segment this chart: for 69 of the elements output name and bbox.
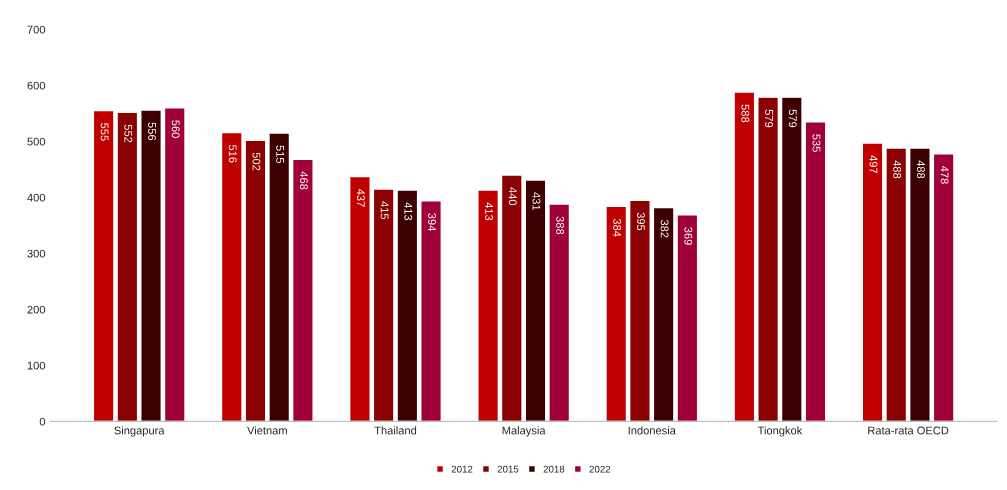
legend-label: 2015 bbox=[497, 465, 519, 473]
x-tick-label: Thailand bbox=[374, 426, 417, 435]
data-label: 437 bbox=[356, 188, 365, 207]
data-label: 560 bbox=[171, 120, 180, 138]
y-tick-label: 300 bbox=[27, 249, 46, 258]
bar bbox=[548, 203, 571, 422]
bar bbox=[140, 109, 162, 422]
bar bbox=[348, 175, 371, 422]
x-tick-label: Vietnam bbox=[247, 426, 287, 435]
legend-label: 2012 bbox=[451, 465, 473, 473]
data-label: 535 bbox=[812, 134, 821, 152]
bar bbox=[733, 91, 756, 422]
bar bbox=[500, 174, 523, 422]
x-tick-label: Rata-rata OECD bbox=[868, 426, 949, 435]
x-tick-label: Indonesia bbox=[628, 426, 676, 435]
bar bbox=[291, 158, 314, 422]
x-tick-label: Tiongkok bbox=[757, 426, 803, 437]
bar bbox=[804, 121, 827, 422]
bar bbox=[605, 205, 628, 422]
y-tick-label: 200 bbox=[27, 305, 46, 314]
data-label: 413 bbox=[404, 202, 413, 221]
data-label: 388 bbox=[556, 216, 565, 235]
legend-label: 2022 bbox=[589, 465, 611, 473]
y-tick-label: 700 bbox=[27, 25, 46, 34]
x-tick-label: Singapura bbox=[114, 426, 165, 437]
y-tick-label: 0 bbox=[39, 417, 46, 426]
bar bbox=[628, 199, 651, 422]
bar bbox=[861, 142, 884, 422]
y-tick-label: 600 bbox=[27, 81, 46, 90]
data-label: 588 bbox=[741, 104, 750, 123]
data-label: 579 bbox=[788, 109, 797, 128]
y-tick-label: 500 bbox=[27, 137, 46, 146]
bar bbox=[757, 96, 780, 422]
data-label: 488 bbox=[893, 160, 902, 179]
data-label: 395 bbox=[636, 212, 645, 231]
data-label: 394 bbox=[428, 213, 436, 231]
x-tick-label: Malaysia bbox=[502, 426, 546, 437]
bar bbox=[524, 179, 547, 422]
data-label: 497 bbox=[869, 155, 878, 174]
bar bbox=[885, 147, 908, 422]
data-label: 552 bbox=[124, 124, 133, 143]
data-label: 556 bbox=[148, 122, 156, 141]
data-label: 369 bbox=[684, 227, 693, 245]
bar bbox=[477, 189, 500, 422]
data-label: 515 bbox=[276, 145, 284, 164]
data-label: 431 bbox=[532, 192, 541, 211]
data-label: 415 bbox=[380, 201, 389, 220]
data-label: 502 bbox=[252, 152, 261, 171]
bar bbox=[420, 200, 442, 422]
data-label: 413 bbox=[485, 202, 493, 221]
y-tick-label: 100 bbox=[27, 361, 46, 370]
data-label: 488 bbox=[916, 160, 925, 179]
data-label: 478 bbox=[940, 165, 949, 184]
legend-label: 2018 bbox=[543, 465, 565, 473]
data-label: 555 bbox=[100, 123, 109, 141]
data-label: 516 bbox=[228, 144, 237, 163]
data-label: 468 bbox=[299, 171, 308, 190]
bar bbox=[780, 96, 803, 422]
bar bbox=[932, 153, 955, 422]
bar bbox=[163, 107, 186, 422]
data-label: 382 bbox=[660, 219, 669, 238]
bar bbox=[908, 147, 931, 422]
y-tick-label: 400 bbox=[27, 193, 46, 202]
bar bbox=[268, 132, 291, 422]
data-label: 579 bbox=[765, 109, 773, 128]
data-label: 440 bbox=[508, 187, 517, 206]
data-label: 384 bbox=[613, 218, 622, 237]
bar bbox=[244, 139, 267, 422]
bar bbox=[220, 131, 243, 422]
